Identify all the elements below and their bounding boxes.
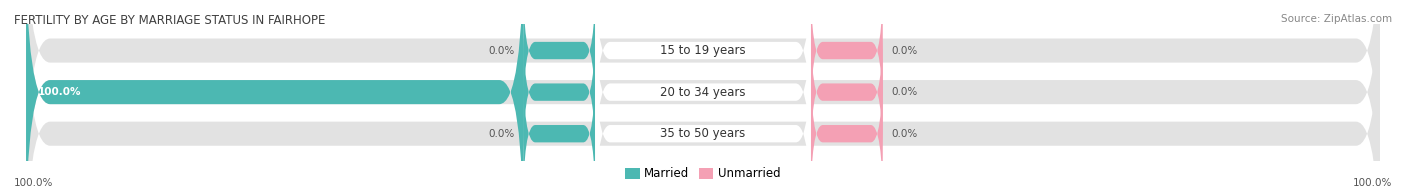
FancyBboxPatch shape (595, 38, 811, 196)
Text: 0.0%: 0.0% (891, 45, 918, 55)
FancyBboxPatch shape (811, 59, 883, 196)
FancyBboxPatch shape (27, 0, 1379, 196)
FancyBboxPatch shape (595, 0, 811, 187)
Text: 0.0%: 0.0% (891, 129, 918, 139)
FancyBboxPatch shape (811, 0, 883, 125)
FancyBboxPatch shape (27, 0, 1379, 196)
FancyBboxPatch shape (27, 0, 523, 196)
Text: 15 to 19 years: 15 to 19 years (661, 44, 745, 57)
FancyBboxPatch shape (523, 18, 595, 167)
Text: 0.0%: 0.0% (488, 129, 515, 139)
Text: 100.0%: 100.0% (14, 178, 53, 188)
Text: 100.0%: 100.0% (1353, 178, 1392, 188)
FancyBboxPatch shape (523, 59, 595, 196)
FancyBboxPatch shape (27, 0, 1379, 196)
FancyBboxPatch shape (523, 0, 595, 125)
FancyBboxPatch shape (811, 18, 883, 167)
Legend: Married, Unmarried: Married, Unmarried (620, 162, 786, 185)
Text: 100.0%: 100.0% (38, 87, 82, 97)
Text: 0.0%: 0.0% (488, 45, 515, 55)
Text: 20 to 34 years: 20 to 34 years (661, 86, 745, 99)
Text: 0.0%: 0.0% (891, 87, 918, 97)
Text: FERTILITY BY AGE BY MARRIAGE STATUS IN FAIRHOPE: FERTILITY BY AGE BY MARRIAGE STATUS IN F… (14, 14, 325, 27)
Text: 35 to 50 years: 35 to 50 years (661, 127, 745, 140)
Text: Source: ZipAtlas.com: Source: ZipAtlas.com (1281, 14, 1392, 24)
FancyBboxPatch shape (595, 0, 811, 146)
